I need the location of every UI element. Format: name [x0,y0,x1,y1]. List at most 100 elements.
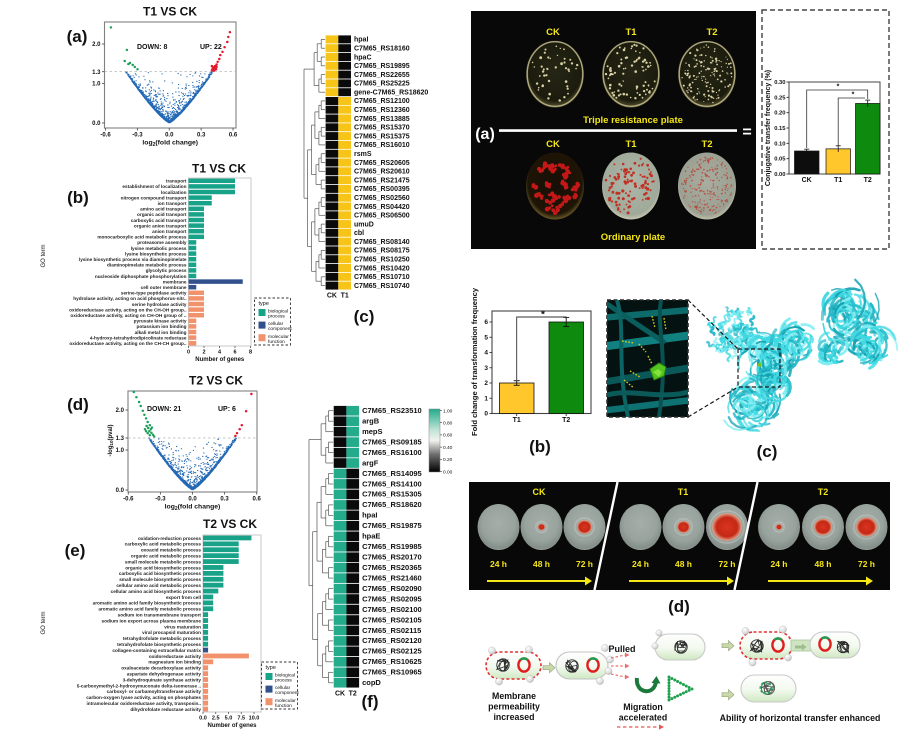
svg-text:GO term: GO term [41,244,47,267]
svg-text:oxidoreductase activity, actin: oxidoreductase activity, acting on the C… [69,307,186,312]
svg-text:3-dehydroquinate synthase acti: 3-dehydroquinate synthase activity [123,677,202,682]
svg-text:5.0: 5.0 [225,716,233,722]
svg-text:5-carboxymethyl-2-hydroxymucon: 5-carboxymethyl-2-hydroxymuconate delta-… [77,683,201,688]
svg-text:0.00: 0.00 [443,469,453,475]
svg-text:C7M65_RS02560: C7M65_RS02560 [354,195,410,202]
svg-text:T1: T1 [834,177,842,184]
svg-text:T1 VS CK: T1 VS CK [143,5,197,19]
svg-text:UP: 22: UP: 22 [200,44,222,51]
svg-text:6: 6 [233,350,236,356]
svg-text:C7M65_RS02115: C7M65_RS02115 [362,626,421,635]
svg-text:C7M65_RS19985: C7M65_RS19985 [362,542,422,551]
svg-text:oxidoreductase activity: oxidoreductase activity [149,654,201,659]
svg-text:component: component [275,690,299,696]
svg-text:24 h: 24 h [490,559,507,569]
svg-text:(c): (c) [757,442,778,461]
svg-text:process: process [268,314,285,320]
svg-text:sodium ion transmembrane trans: sodium ion transmembrane transport [118,612,202,617]
svg-text:2.5: 2.5 [212,716,220,722]
svg-text:CK: CK [546,139,560,150]
svg-text:C7M65_RS04420: C7M65_RS04420 [354,204,410,211]
svg-text:hydrolase activity, acting on: hydrolase activity, acting on acid phosp… [73,296,186,301]
svg-text:cellular amino acid metabolic: cellular amino acid metabolic process [116,583,201,588]
svg-text:aromatic amino acid family bio: aromatic amino acid family biosynthetic … [93,601,202,606]
svg-text:C7M65_RS21460: C7M65_RS21460 [362,573,422,582]
svg-text:copD: copD [362,678,381,687]
svg-text:(a): (a) [67,27,88,46]
svg-text:cellular amino acid biosynthet: cellular amino acid biosynthetic process [111,589,202,594]
svg-text:transport: transport [166,179,187,184]
svg-text:monocarboxylic acid metabolic: monocarboxylic acid metabolic process [97,235,186,240]
svg-text:C7M65_RS02100: C7M65_RS02100 [362,605,422,614]
svg-text:process: process [275,678,292,684]
svg-text:mepS: mepS [362,427,382,436]
svg-text:C7M65_RS15375: C7M65_RS15375 [354,133,410,140]
svg-text:oxaloacetate decarboxylase act: oxaloacetate decarboxylase activity [121,666,201,671]
svg-text:0.0: 0.0 [92,121,101,127]
svg-text:glycolytic process: glycolytic process [146,268,187,273]
svg-text:0.0: 0.0 [116,488,125,494]
svg-text:hpaC: hpaC [354,54,372,61]
svg-text:(a): (a) [475,126,495,143]
svg-text:export from cell: export from cell [166,595,201,600]
svg-text:proteasome assembly: proteasome assembly [137,240,187,245]
svg-text:C7M65_RS10250: C7M65_RS10250 [354,257,410,264]
svg-text:argF: argF [362,458,379,467]
svg-text:C7M65_RS15370: C7M65_RS15370 [354,125,410,132]
svg-text:C7M65_RS12360: C7M65_RS12360 [354,107,410,114]
svg-text:0.6: 0.6 [229,133,238,139]
svg-text:C7M65_RS12100: C7M65_RS12100 [354,98,410,105]
svg-text:molecular: molecular [275,698,296,704]
svg-text:0.3: 0.3 [197,133,206,139]
svg-text:1.0: 1.0 [116,448,125,454]
svg-text:oxidation-reduction process: oxidation-reduction process [138,536,201,541]
svg-text:carboxylic acid biosynthetic p: carboxylic acid biosynthetic process [119,571,201,576]
svg-text:nitrogen compound transport: nitrogen compound transport [121,195,187,200]
svg-text:Ordinary plate: Ordinary plate [601,232,665,243]
svg-text:component: component [268,326,292,332]
svg-text:localization: localization [161,190,187,195]
svg-text:C7M65_RS08175: C7M65_RS08175 [354,248,410,255]
svg-text:gene-C7M65_RS18620: gene-C7M65_RS18620 [354,89,428,96]
svg-text:dihydrofolate reductase activi: dihydrofolate reductase activity [130,707,201,712]
svg-text:small molecule metabolic proce: small molecule metabolic process [125,559,201,564]
svg-text:small molecule biosynthetic pr: small molecule biosynthetic process [119,577,201,582]
svg-text:6: 6 [484,319,488,326]
svg-text:1.0: 1.0 [92,82,101,88]
svg-text:2.0: 2.0 [116,408,125,414]
svg-text:72 h: 72 h [576,559,593,569]
svg-text:C7M65_RS10420: C7M65_RS10420 [354,265,410,272]
svg-text:Pulled: Pulled [608,644,635,654]
svg-text:CK: CK [802,177,812,184]
svg-text:T2 VS CK: T2 VS CK [203,517,257,531]
svg-text:increased: increased [493,712,534,722]
svg-text:=: = [742,124,751,141]
svg-text:(d): (d) [668,597,690,616]
svg-text:UP: 6: UP: 6 [218,406,236,413]
svg-text:carboxylic acid metabolic proc: carboxylic acid metabolic process [125,542,202,547]
svg-text:oxidoreductase activity, actin: oxidoreductase activity, acting on the C… [69,341,186,346]
svg-text:C7M65_RS08140: C7M65_RS08140 [354,239,410,246]
svg-text:lysine biosynthetic process vi: lysine biosynthetic process via diaminop… [79,257,187,262]
svg-text:argB: argB [362,416,380,425]
svg-text:24 h: 24 h [770,559,787,569]
svg-text:*: * [837,84,840,91]
svg-text:0.40: 0.40 [443,445,453,451]
svg-text:biological: biological [268,309,288,315]
svg-text:molecular: molecular [268,334,289,340]
svg-text:*: * [852,92,855,99]
svg-text:0.00: 0.00 [774,172,785,178]
svg-text:1.3: 1.3 [116,436,125,442]
svg-text:C7M65_RS16100: C7M65_RS16100 [362,448,422,457]
svg-text:function: function [268,339,285,345]
svg-text:C7M65_RS16010: C7M65_RS16010 [354,142,410,149]
svg-text:tetrahydrofolate biosynthetic: tetrahydrofolate biosynthetic process [117,642,201,647]
svg-text:organic acid transport: organic acid transport [137,212,187,217]
svg-text:0.05: 0.05 [774,157,786,163]
svg-text:C7M65_RS25225: C7M65_RS25225 [354,81,410,88]
svg-text:magnesium ion binding: magnesium ion binding [148,660,201,665]
svg-text:C7M65_RS20610: C7M65_RS20610 [354,169,410,176]
svg-text:cell outer membrane: cell outer membrane [141,285,187,290]
svg-text:intramolecular oxidoreductase: intramolecular oxidoreductase activity, … [86,701,201,706]
svg-text:4: 4 [484,350,488,357]
